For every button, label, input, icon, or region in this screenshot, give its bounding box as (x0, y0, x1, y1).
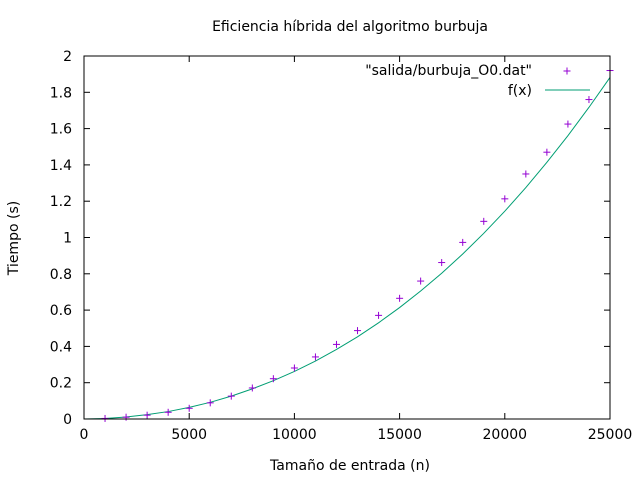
y-tick-label: 1.8 (50, 85, 72, 101)
legend-label-fx: f(x) (508, 83, 532, 99)
x-tick-label: 15000 (377, 427, 422, 443)
data-point (311, 353, 319, 361)
plot-frame (83, 55, 611, 420)
y-tick-label: 0 (63, 412, 72, 428)
data-point (501, 195, 509, 203)
data-point (480, 217, 488, 225)
y-tick-label: 1.2 (50, 194, 72, 210)
y-tick-label: 0.2 (50, 376, 72, 392)
y-tick-label: 1 (63, 231, 72, 247)
data-point (417, 277, 425, 285)
data-point (459, 238, 467, 246)
data-point (438, 259, 446, 267)
data-point (227, 392, 235, 400)
data-point (522, 170, 530, 178)
x-tick-label: 0 (80, 427, 89, 443)
x-tick-label: 25000 (588, 427, 633, 443)
x-tick-label: 5000 (171, 427, 207, 443)
x-axis-label: Tamaño de entrada (n) (269, 458, 430, 474)
data-point (101, 414, 109, 422)
data-point (185, 404, 193, 412)
legend-label-data: "salida/burbuja_O0.dat" (365, 63, 532, 79)
data-point (375, 311, 383, 319)
y-tick-label: 0.8 (50, 267, 72, 283)
chart-title: Eficiencia híbrida del algoritmo burbuja (212, 19, 488, 35)
y-tick-label: 2 (63, 49, 72, 65)
legend: "salida/burbuja_O0.dat" f(x) (365, 63, 590, 99)
series-line-fx (83, 77, 611, 420)
data-point (332, 340, 340, 348)
data-point (290, 364, 298, 372)
data-point (585, 96, 593, 104)
axis-ticks: 0 5000 10000 15000 20000 25000 0 0.2 0.4 0.6 0.8 1 1… (50, 49, 633, 443)
data-point (206, 399, 214, 407)
x-tick-label: 20000 (483, 427, 528, 443)
y-tick-label: 0.4 (50, 339, 72, 355)
data-point (543, 148, 551, 156)
x-tick-label: 10000 (272, 427, 317, 443)
data-point (122, 413, 130, 421)
series-points-layer (101, 67, 614, 422)
data-point (396, 294, 404, 302)
y-tick-label: 1.6 (50, 122, 72, 138)
data-point (269, 375, 277, 383)
y-axis-label: Tiempo (s) (6, 201, 22, 276)
series-fx-layer (83, 77, 611, 420)
legend-marker-plus (563, 67, 571, 75)
data-point (564, 120, 572, 128)
data-point (354, 327, 362, 335)
data-point (164, 408, 172, 416)
data-point (248, 384, 256, 392)
y-tick-label: 1.4 (50, 158, 72, 174)
y-tick-label: 0.6 (50, 303, 72, 319)
data-point (143, 411, 151, 419)
